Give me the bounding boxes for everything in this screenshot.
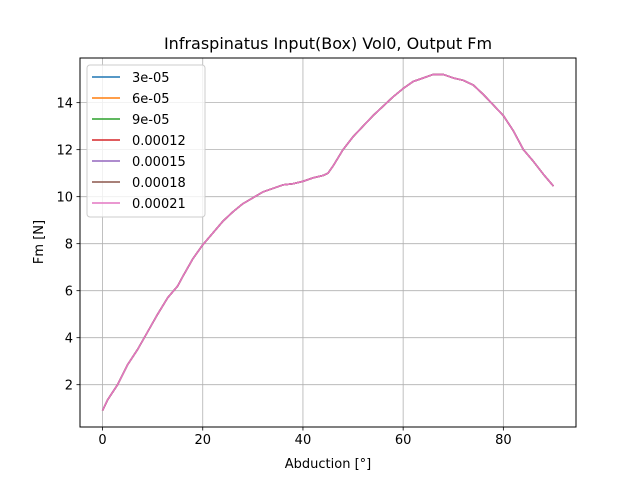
y-tick-label: 8 — [65, 238, 73, 253]
y-tick-label: 10 — [56, 191, 73, 206]
chart-title: Infraspinatus Input(Box) Vol0, Output Fm — [164, 34, 492, 53]
x-tick-label: 60 — [395, 433, 412, 448]
legend-label: 3e-05 — [132, 71, 170, 86]
legend-label: 0.00012 — [132, 134, 186, 149]
x-tick-label: 0 — [98, 433, 106, 448]
axis-ticks: 0 20 40 60 80 2 4 6 8 10 12 14 — [56, 97, 511, 448]
y-axis-label: Fm [N] — [32, 220, 47, 264]
x-tick-label: 80 — [495, 433, 512, 448]
series-lines — [101, 73, 555, 411]
legend-label: 6e-05 — [132, 92, 170, 107]
y-tick-label: 2 — [65, 379, 73, 394]
legend-label: 9e-05 — [132, 113, 170, 128]
legend: 3e-05 6e-05 9e-05 0.00012 0.00015 0.00018 0.00… — [86, 64, 206, 218]
series-line — [101, 73, 555, 411]
x-tick-label: 40 — [295, 433, 312, 448]
legend-label: 0.00015 — [132, 155, 186, 170]
y-tick-label: 4 — [65, 332, 73, 347]
legend-label: 0.00021 — [132, 197, 186, 212]
plot-frame — [79, 57, 577, 428]
legend-label: 0.00018 — [132, 176, 186, 191]
x-axis-label: Abduction [°] — [285, 457, 371, 472]
y-tick-label: 12 — [56, 144, 73, 159]
x-tick-label: 20 — [194, 433, 211, 448]
y-tick-label: 14 — [56, 97, 73, 112]
y-tick-label: 6 — [65, 285, 73, 300]
legend-frame — [86, 64, 206, 218]
